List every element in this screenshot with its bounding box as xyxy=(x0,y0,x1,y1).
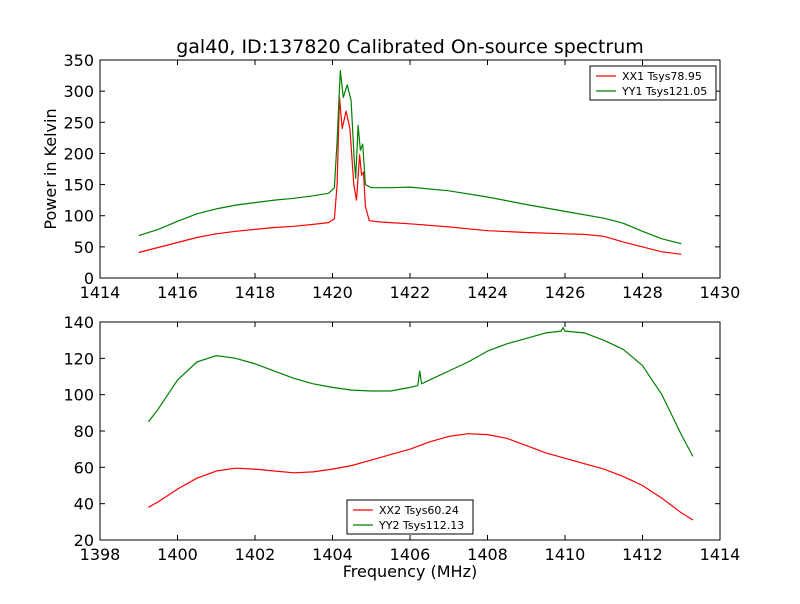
legend: XX2 Tsys60.24 YY2 Tsys112.13 xyxy=(346,499,474,535)
legend-label: YY2 Tsys112.13 xyxy=(378,519,464,532)
x-tick-label: 1408 xyxy=(467,545,508,564)
legend-label: YY1 Tsys121.05 xyxy=(621,85,707,98)
y-tick-label: 200 xyxy=(63,144,94,163)
x-tick-label: 1424 xyxy=(467,283,508,302)
x-tick-label: 1426 xyxy=(545,283,586,302)
x-tick-label: 1414 xyxy=(700,545,741,564)
x-tick-label: 1412 xyxy=(622,545,663,564)
y-tick-label: 140 xyxy=(63,313,94,332)
x-tick-label: 1420 xyxy=(312,283,353,302)
series-line-yy xyxy=(138,69,682,245)
y-tick-label: 100 xyxy=(63,386,94,405)
x-tick-label: 1410 xyxy=(545,545,586,564)
bottom-x-axis-label: Frequency (MHz) xyxy=(343,562,477,581)
x-tick-label: 1404 xyxy=(312,545,353,564)
y-tick-label: 0 xyxy=(84,269,94,288)
legend-box xyxy=(589,65,717,101)
series-line-xx xyxy=(138,96,682,255)
x-tick-label: 1430 xyxy=(700,283,741,302)
y-tick-label: 150 xyxy=(63,176,94,195)
x-tick-label: 1414 xyxy=(80,283,121,302)
x-tick-label: 1402 xyxy=(235,545,276,564)
y-tick-label: 250 xyxy=(63,113,94,132)
y-tick-label: 20 xyxy=(74,531,94,550)
x-tick-label: 1406 xyxy=(390,545,431,564)
legend-box xyxy=(346,499,474,535)
y-tick-label: 120 xyxy=(63,349,94,368)
legend: XX1 Tsys78.95 YY1 Tsys121.05 xyxy=(589,65,717,101)
y-tick-label: 60 xyxy=(74,458,94,477)
x-tick-label: 1400 xyxy=(157,545,198,564)
y-tick-label: 300 xyxy=(63,82,94,101)
y-tick-label: 100 xyxy=(63,207,94,226)
legend-label: XX2 Tsys60.24 xyxy=(379,504,459,517)
x-tick-label: 1398 xyxy=(80,545,121,564)
series-line-yy xyxy=(147,326,694,457)
top-y-axis-label: Power in Kelvin xyxy=(41,108,60,229)
x-tick-label: 1416 xyxy=(157,283,198,302)
y-tick-label: 80 xyxy=(74,422,94,441)
x-tick-label: 1418 xyxy=(235,283,276,302)
top-panel: 1414 1416 1418 1420 1422 1424 1426 1428 1430 0 50 1… xyxy=(63,51,740,302)
y-tick-label: 40 xyxy=(74,495,94,514)
y-tick-label: 50 xyxy=(74,238,94,257)
x-tick-label: 1422 xyxy=(390,283,431,302)
series-line-xx xyxy=(148,433,694,521)
chart-title: gal40, ID:137820 Calibrated On-source sp… xyxy=(176,36,644,58)
y-tick-label: 350 xyxy=(63,51,94,70)
x-tick-label: 1428 xyxy=(622,283,663,302)
legend-label: XX1 Tsys78.95 xyxy=(622,70,702,83)
bottom-panel: 1398 1400 1402 1404 1406 1408 1410 1412 1414 20 40… xyxy=(63,313,740,564)
